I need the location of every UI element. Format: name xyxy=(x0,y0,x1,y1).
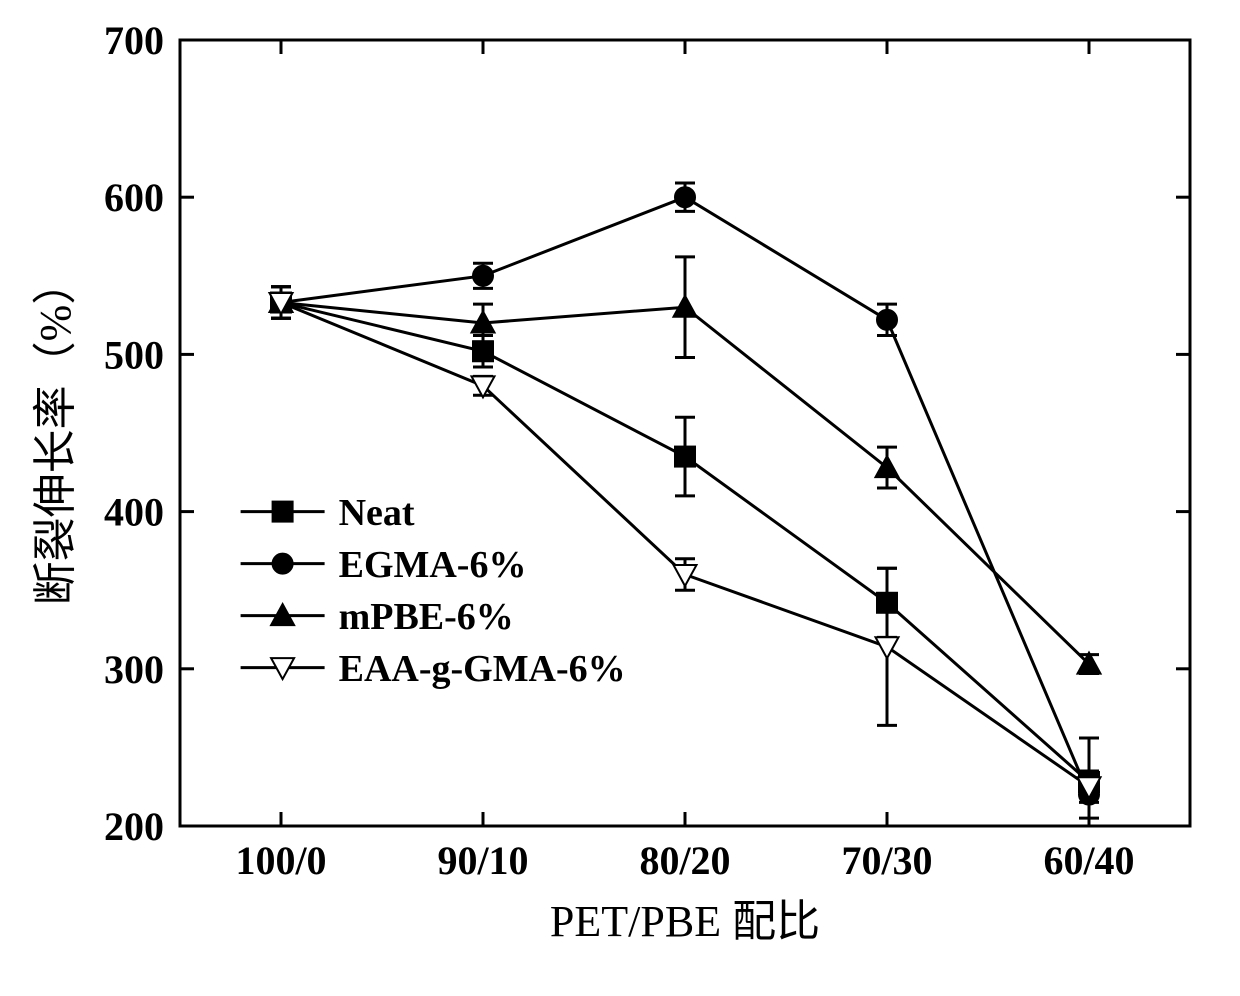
y-tick-label: 700 xyxy=(104,18,164,63)
x-axis-title: PET/PBE 配比 xyxy=(550,897,820,946)
y-tick-label: 200 xyxy=(104,804,164,849)
x-tick-label: 70/30 xyxy=(841,838,932,883)
x-tick-label: 90/10 xyxy=(437,838,528,883)
x-tick-label: 100/0 xyxy=(235,838,326,883)
legend-label: EGMA-6% xyxy=(339,544,527,586)
y-axis-title: 断裂伸长率（%） xyxy=(31,261,80,606)
legend-label: mPBE-6% xyxy=(339,596,514,638)
x-tick-label: 60/40 xyxy=(1043,838,1134,883)
line-chart: 100/0 90/10 80/20 70/30 60/40 PET/PBE 配比 200 30… xyxy=(0,0,1240,996)
x-tick-label: 80/20 xyxy=(639,838,730,883)
chart-container: 100/0 90/10 80/20 70/30 60/40 PET/PBE 配比 200 30… xyxy=(0,0,1240,996)
legend-label: EAA-g-GMA-6% xyxy=(339,648,626,690)
y-tick-label: 400 xyxy=(104,490,164,535)
y-tick-label: 300 xyxy=(104,647,164,692)
legend-label: Neat xyxy=(339,492,415,534)
y-tick-label: 600 xyxy=(104,175,164,220)
y-tick-label: 500 xyxy=(104,332,164,377)
